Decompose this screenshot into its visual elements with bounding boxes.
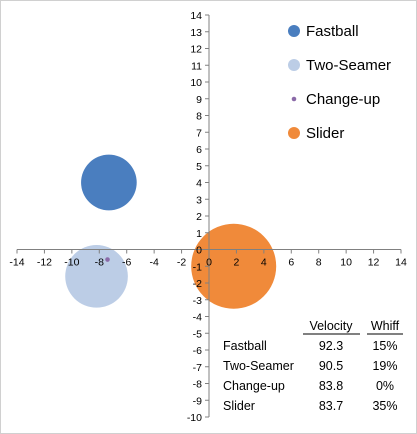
- y-tick-label: -6: [193, 345, 202, 357]
- legend-marker-two-seamer: [288, 59, 300, 71]
- y-tick-label: -4: [193, 312, 202, 324]
- y-tick-label: -9: [193, 395, 202, 407]
- x-tick-label: 6: [288, 257, 294, 269]
- legend-marker-change-up: [291, 96, 297, 102]
- table-cell-pitch: Two-Seamer: [223, 359, 294, 373]
- y-tick-label: -7: [193, 362, 202, 374]
- y-tick-label: 5: [196, 161, 202, 173]
- y-tick-label: 12: [190, 44, 202, 56]
- y-tick-label: 9: [196, 94, 202, 106]
- bubble-slider: [191, 223, 277, 309]
- y-tick-label: 11: [191, 60, 202, 72]
- legend-label-slider: Slider: [306, 125, 344, 142]
- y-tick-label: 13: [190, 27, 202, 39]
- x-tick-label: -14: [9, 257, 24, 269]
- x-tick-label: 4: [261, 257, 267, 269]
- table-header-velocity: Velocity: [309, 319, 353, 333]
- y-tick-label: -2: [193, 278, 202, 290]
- legend-marker-slider: [288, 127, 300, 139]
- bubble-layer: [65, 154, 277, 309]
- x-tick-label: 12: [368, 257, 380, 269]
- x-tick-label: -4: [149, 257, 158, 269]
- table-cell-velocity: 83.7: [319, 399, 343, 413]
- x-tick-label: 10: [340, 257, 352, 269]
- y-tick-label: 10: [190, 77, 202, 89]
- y-tick-label: 0: [196, 245, 202, 257]
- axes-layer: -14 -12 -10 -8 -6 -4 -2 0 2 4 6 8 10 12 14-10-9-8-7-6-…: [9, 10, 407, 424]
- y-tick-label: 3: [196, 194, 202, 206]
- table-cell-whiff: 0%: [376, 379, 394, 393]
- table-cell-whiff: 15%: [372, 339, 397, 353]
- y-tick-label: -3: [193, 295, 202, 307]
- y-tick-label: 6: [196, 144, 202, 156]
- x-tick-label: -10: [64, 257, 79, 269]
- x-tick-label: -8: [95, 257, 104, 269]
- table-header-whiff: Whiff: [371, 319, 400, 333]
- table-cell-whiff: 35%: [372, 399, 397, 413]
- x-tick-label: 0: [206, 257, 212, 269]
- table-cell-pitch: Slider: [223, 399, 255, 413]
- y-tick-label: 1: [196, 228, 202, 240]
- y-tick-label: -8: [193, 379, 202, 391]
- y-tick-label: 14: [190, 10, 202, 22]
- x-tick-label: -6: [122, 257, 131, 269]
- table-cell-pitch: Fastball: [223, 339, 267, 353]
- legend: Fastball Two-Seamer Change-up Slider: [288, 23, 391, 142]
- y-tick-label: 4: [196, 178, 202, 190]
- table-cell-velocity: 92.3: [319, 339, 343, 353]
- table-cell-pitch: Change-up: [223, 379, 285, 393]
- x-tick-label: -2: [177, 257, 186, 269]
- legend-label-fastball: Fastball: [306, 23, 359, 40]
- bubble-two-seamer: [65, 244, 128, 308]
- y-tick-label: -10: [187, 412, 202, 424]
- x-tick-label: -12: [37, 257, 52, 269]
- legend-label-change-up: Change-up: [306, 91, 380, 108]
- table-cell-velocity: 83.8: [319, 379, 343, 393]
- y-tick-label: 7: [196, 127, 202, 139]
- stats-table: Velocity Whiff Fastball 92.3 15% Two-Seamer 90…: [223, 319, 403, 413]
- y-tick-label: 2: [196, 211, 202, 223]
- table-cell-velocity: 90.5: [319, 359, 343, 373]
- table-cell-whiff: 19%: [372, 359, 397, 373]
- x-tick-label: 2: [234, 257, 240, 269]
- y-tick-label: 8: [196, 111, 202, 123]
- y-tick-label: -1: [193, 261, 202, 273]
- x-tick-label: 8: [316, 257, 322, 269]
- legend-marker-fastball: [288, 25, 300, 37]
- x-tick-label: 14: [395, 257, 407, 269]
- bubble-fastball: [81, 154, 137, 211]
- legend-label-two-seamer: Two-Seamer: [306, 57, 391, 74]
- y-tick-label: -5: [193, 328, 202, 340]
- bubble-change-up: [105, 257, 110, 262]
